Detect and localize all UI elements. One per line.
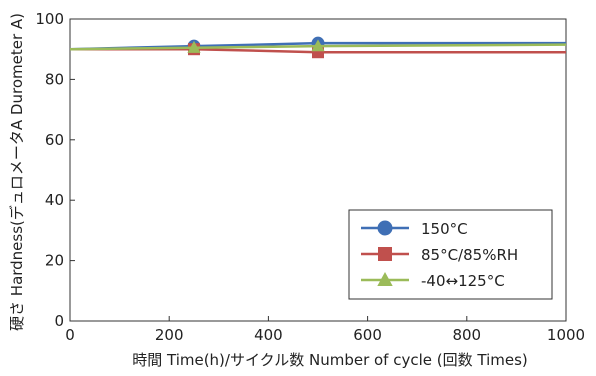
y-tick-label: 100	[35, 10, 64, 28]
legend: 150°C 85°C/85%RH -40↔125°C	[348, 209, 553, 300]
x-tick-label: 800	[452, 326, 481, 344]
legend-label: 85°C/85%RH	[421, 246, 518, 264]
data-point	[311, 39, 325, 52]
y-tick-label: 60	[45, 131, 64, 149]
x-axis-title: 時間 Time(h)/サイクル数 Number of cycle (回数 Tim…	[132, 351, 528, 369]
legend-label: -40↔125°C	[421, 272, 505, 290]
y-tick-label: 40	[45, 191, 64, 209]
legend-marker	[377, 272, 393, 286]
series-layer	[69, 36, 567, 59]
x-tick-label: 600	[353, 326, 382, 344]
legend-marker	[377, 220, 393, 236]
y-axis-ticks: 0 20 40 60 80 100	[35, 10, 75, 330]
x-tick-label: 0	[65, 326, 75, 344]
series-3	[69, 39, 567, 53]
legend-item: 150°C	[361, 220, 468, 238]
data-point	[187, 40, 201, 53]
plot-frame	[69, 18, 567, 322]
series-line	[69, 43, 567, 51]
x-axis-ticks: 0 200 400 600 800 1000	[65, 316, 585, 344]
x-tick-label: 200	[155, 326, 184, 344]
y-tick-label: 80	[45, 70, 64, 88]
x-tick-label: 400	[254, 326, 283, 344]
legend-marker	[378, 247, 392, 261]
plot-area	[69, 18, 567, 322]
legend-item: -40↔125°C	[361, 272, 505, 290]
y-tick-label: 0	[54, 312, 64, 330]
y-axis-title: 硬さ Hardness(デュロメータA Durometer A)	[8, 13, 26, 331]
legend-item: 85°C/85%RH	[361, 246, 518, 264]
x-tick-label: 1000	[547, 326, 585, 344]
legend-label: 150°C	[421, 220, 468, 238]
y-tick-label: 20	[45, 252, 64, 270]
